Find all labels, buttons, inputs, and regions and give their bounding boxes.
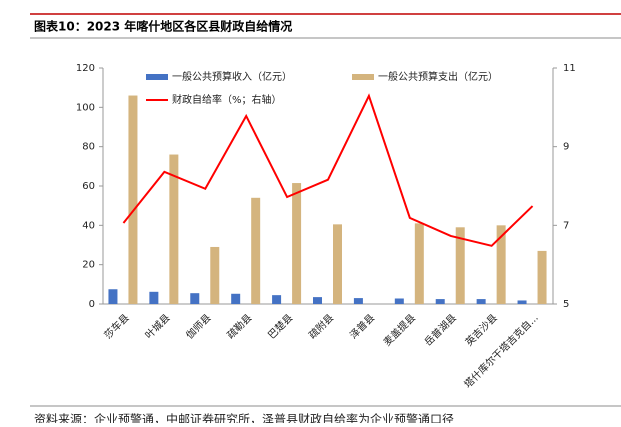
- y-tick-label: 0: [89, 299, 95, 310]
- x-tick-label: 叶城县: [143, 312, 173, 342]
- x-tick-label: 泽普县: [347, 311, 377, 341]
- legend-swatch: [352, 74, 374, 80]
- source-note: 资料来源：企业预警通，中邮证券研究所，泽普县财政自给率为企业预警通口径: [34, 412, 454, 424]
- line-series: [122, 93, 534, 247]
- x-tick-label: 疏勒县: [224, 311, 254, 341]
- bar: [394, 298, 404, 304]
- bar: [128, 95, 138, 305]
- bar: [190, 293, 200, 304]
- bar: [496, 225, 506, 304]
- bar: [292, 183, 302, 304]
- bar: [108, 289, 118, 304]
- y-tick-label: 40: [82, 220, 95, 231]
- y-tick-label: 60: [82, 181, 95, 192]
- bar: [210, 246, 220, 304]
- bar: [476, 299, 486, 304]
- legend-label: 财政自给率（%；右轴）: [172, 93, 282, 106]
- bar: [169, 154, 179, 304]
- bar: [455, 227, 465, 304]
- bar: [517, 300, 527, 304]
- y-tick-label: 20: [82, 260, 95, 271]
- y-tick-label: 120: [76, 63, 95, 74]
- legend-label: 一般公共预算支出（亿元）: [378, 70, 498, 83]
- y2-tick-label: 9: [563, 142, 569, 153]
- chart-title: 图表10：2023 年喀什地区各区县财政自给情况: [34, 19, 292, 34]
- y-tick-label: 100: [76, 102, 95, 113]
- legend-label: 一般公共预算收入（亿元）: [172, 70, 292, 83]
- x-tick-label: 伽师县: [183, 311, 213, 341]
- y-tick-label: 80: [82, 142, 95, 153]
- bar: [313, 297, 322, 304]
- y2-tick-label: 7: [563, 220, 569, 231]
- x-tick-label: 英吉沙县: [462, 311, 499, 348]
- bar: [149, 291, 159, 304]
- y2-tick-label: 11: [563, 63, 576, 74]
- x-tick-label: 疏附县: [306, 311, 336, 341]
- x-tick-label: 岳普湖县: [421, 311, 458, 348]
- bar: [251, 197, 261, 304]
- x-tick-label: 巴楚县: [265, 311, 295, 341]
- y2-tick-label: 5: [563, 299, 569, 310]
- bar: [414, 223, 424, 304]
- bar: [353, 298, 363, 304]
- bar: [231, 293, 241, 304]
- x-tick-label: 塔什库尔干塔吉克自...: [461, 311, 541, 391]
- bar: [435, 299, 445, 304]
- bar: [537, 250, 547, 304]
- legend-swatch: [146, 74, 168, 80]
- x-tick-label: 麦盖提县: [381, 311, 418, 348]
- bar: [272, 295, 282, 304]
- x-tick-label: 莎车县: [101, 311, 131, 341]
- bar: [333, 224, 342, 304]
